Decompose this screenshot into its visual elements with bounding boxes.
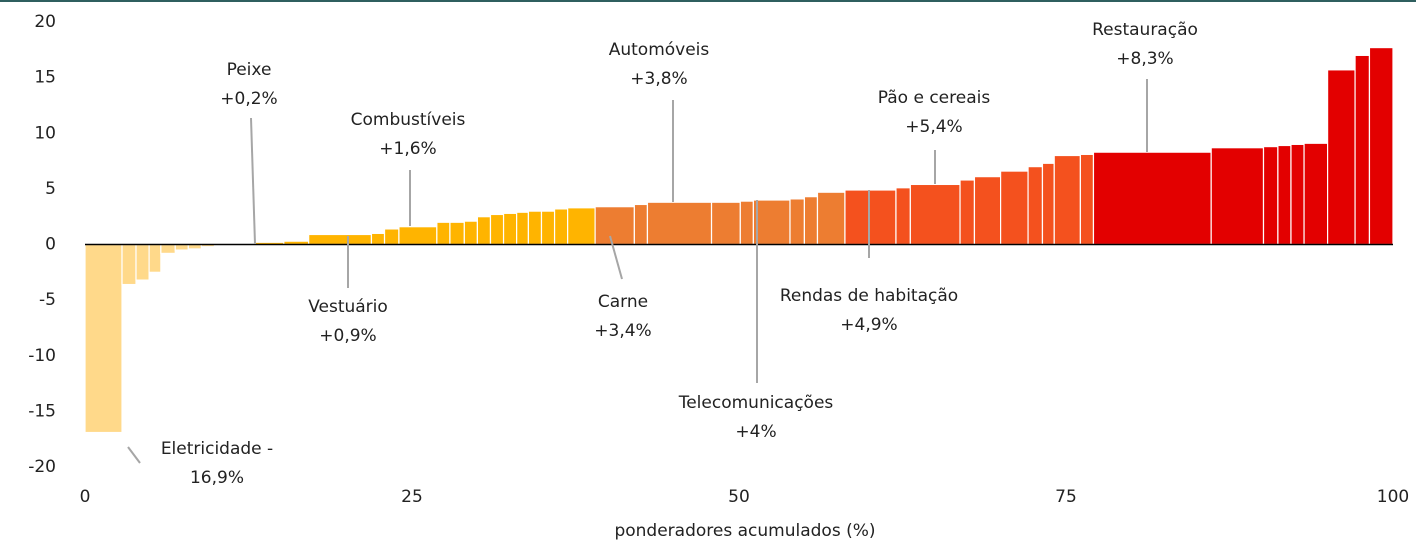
- bar: [553, 208, 569, 246]
- x-tick-label: 25: [401, 487, 423, 507]
- bar: [594, 206, 635, 246]
- bar: [1092, 151, 1212, 246]
- bar: [449, 221, 465, 246]
- annotation-value: +8,3%: [1116, 49, 1173, 69]
- bar: [436, 221, 451, 246]
- bar: [476, 216, 492, 246]
- annotation-label: Restauração: [1092, 20, 1198, 40]
- bar: [633, 203, 649, 246]
- y-tick-label: 0: [45, 235, 56, 255]
- bar: [1041, 162, 1055, 246]
- annotation-label: Vestuário: [308, 297, 388, 317]
- bar: [135, 243, 150, 281]
- bar: [844, 189, 897, 246]
- bar: [1079, 153, 1095, 246]
- y-tick-label: 15: [34, 68, 56, 88]
- bar: [816, 191, 846, 246]
- leader-line: [250, 117, 256, 245]
- y-tick-label: -15: [28, 401, 56, 421]
- bar: [646, 201, 713, 246]
- y-tick-label: 5: [45, 179, 56, 199]
- annotation-value: +3,4%: [594, 321, 651, 341]
- bar: [1277, 144, 1292, 246]
- bar: [84, 243, 123, 434]
- bar: [516, 211, 530, 246]
- y-tick-label: 20: [34, 12, 56, 32]
- bar: [1210, 147, 1265, 246]
- x-axis-label: ponderadores acumulados (%): [614, 521, 875, 541]
- annotation-value: +0,9%: [319, 326, 376, 346]
- bar: [710, 201, 741, 246]
- bar: [999, 170, 1029, 246]
- bar: [959, 179, 976, 246]
- bar: [1027, 166, 1044, 246]
- y-tick-label: -20: [28, 457, 56, 477]
- bar: [383, 228, 400, 246]
- annotation-label: Carne: [598, 292, 648, 312]
- annotation-value: +1,6%: [379, 139, 436, 159]
- annotation-value: +3,8%: [630, 69, 687, 89]
- bar: [489, 213, 505, 246]
- x-tick-label: 75: [1055, 487, 1077, 507]
- annotation-label: Peixe: [227, 60, 272, 80]
- bar: [370, 232, 386, 246]
- x-tick-label: 50: [728, 487, 750, 507]
- annotation-value: 16,9%: [190, 468, 244, 488]
- y-tick-label: -10: [28, 346, 56, 366]
- annotation-label: Combustíveis: [351, 110, 466, 130]
- y-tick-label: -5: [39, 290, 56, 310]
- bar: [789, 198, 806, 246]
- annotation-value: +4,9%: [840, 315, 897, 335]
- bar: [463, 220, 479, 246]
- x-tick-label: 0: [80, 487, 91, 507]
- x-tick-label: 100: [1377, 487, 1409, 507]
- bar: [502, 212, 518, 246]
- leader-line: [609, 235, 623, 280]
- bar: [527, 210, 543, 246]
- annotation-label: Telecomunicações: [678, 393, 834, 413]
- bar: [752, 199, 791, 246]
- bar: [308, 233, 373, 246]
- annotation-label: Automóveis: [609, 40, 710, 60]
- bar: [1326, 69, 1356, 246]
- bar: [148, 243, 162, 273]
- bar: [121, 243, 137, 286]
- bar: [803, 196, 819, 246]
- bar: [160, 243, 176, 254]
- bar: [1303, 142, 1329, 246]
- bar: [1354, 54, 1371, 246]
- bar: [174, 243, 189, 251]
- bar: [973, 176, 1002, 246]
- bar: [540, 210, 556, 246]
- bar: [909, 183, 961, 246]
- annotation-value: +5,4%: [905, 117, 962, 137]
- y-tick-label: 10: [34, 123, 56, 143]
- annotation-label: Pão e cereais: [878, 88, 991, 108]
- bar: [398, 226, 438, 246]
- annotation-label: Eletricidade -: [161, 439, 273, 459]
- bar: [1290, 143, 1305, 246]
- annotation-label: Rendas de habitação: [780, 286, 958, 306]
- annotation-value: +0,2%: [220, 89, 277, 109]
- leader-line: [127, 446, 141, 464]
- bar: [739, 200, 754, 246]
- bar: [1368, 46, 1394, 246]
- bar: [895, 187, 911, 246]
- bar: [567, 207, 596, 246]
- annotation-value: +4%: [735, 422, 776, 442]
- bar: [1262, 146, 1279, 246]
- bar: [1053, 154, 1081, 246]
